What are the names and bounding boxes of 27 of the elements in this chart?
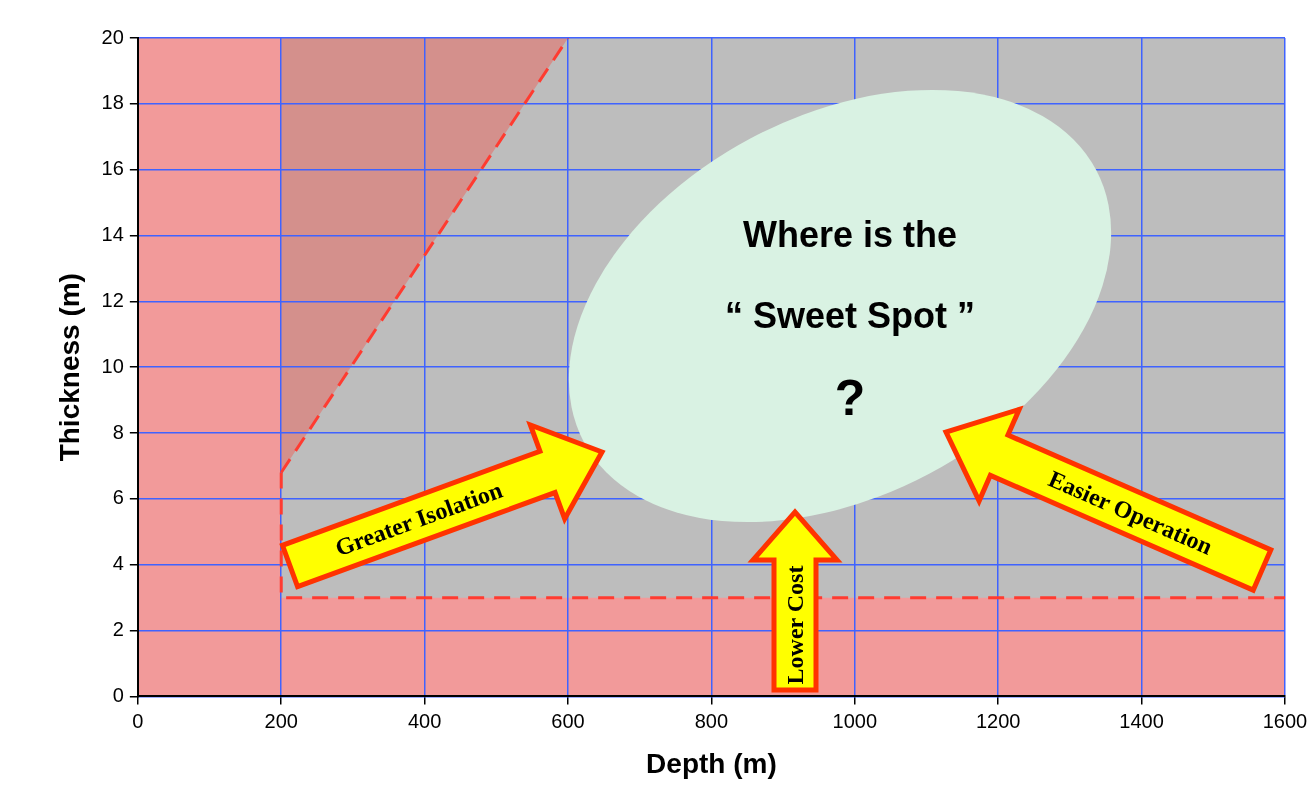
annotation: ? (834, 370, 866, 426)
y-tick-label: 2 (112, 618, 124, 641)
annotation: Greater Isolation (331, 476, 506, 562)
y-tick-label: 18 (101, 91, 124, 114)
x-axis-title: Depth (m) (646, 747, 777, 779)
y-tick-label: 0 (112, 683, 124, 706)
x-tick-label: 0 (132, 709, 144, 732)
x-tick-label: 1000 (832, 709, 878, 732)
y-tick-label: 10 (101, 354, 124, 377)
y-tick-label: 16 (101, 157, 124, 180)
y-tick-label: 4 (112, 552, 124, 575)
y-tick-label: 20 (101, 25, 124, 48)
x-tick-label: 1200 (975, 709, 1021, 732)
x-tick-label: 1600 (1262, 709, 1308, 732)
y-tick-label: 6 (112, 486, 124, 509)
x-tick-label: 200 (264, 709, 298, 732)
annotation: Lower Cost (782, 565, 808, 685)
x-tick-label: 600 (551, 709, 585, 732)
x-tick-label: 800 (694, 709, 729, 732)
x-tick-label: 1400 (1119, 709, 1164, 732)
y-axis-title: Thickness (m) (53, 273, 85, 462)
annotation: Where is the (742, 213, 958, 255)
y-tick-label: 14 (101, 223, 124, 246)
y-tick-label: 12 (101, 288, 124, 311)
x-tick-label: 400 (407, 709, 442, 732)
y-tick-label: 8 (112, 420, 124, 443)
annotation: “ Sweet Spot ” (724, 294, 976, 336)
